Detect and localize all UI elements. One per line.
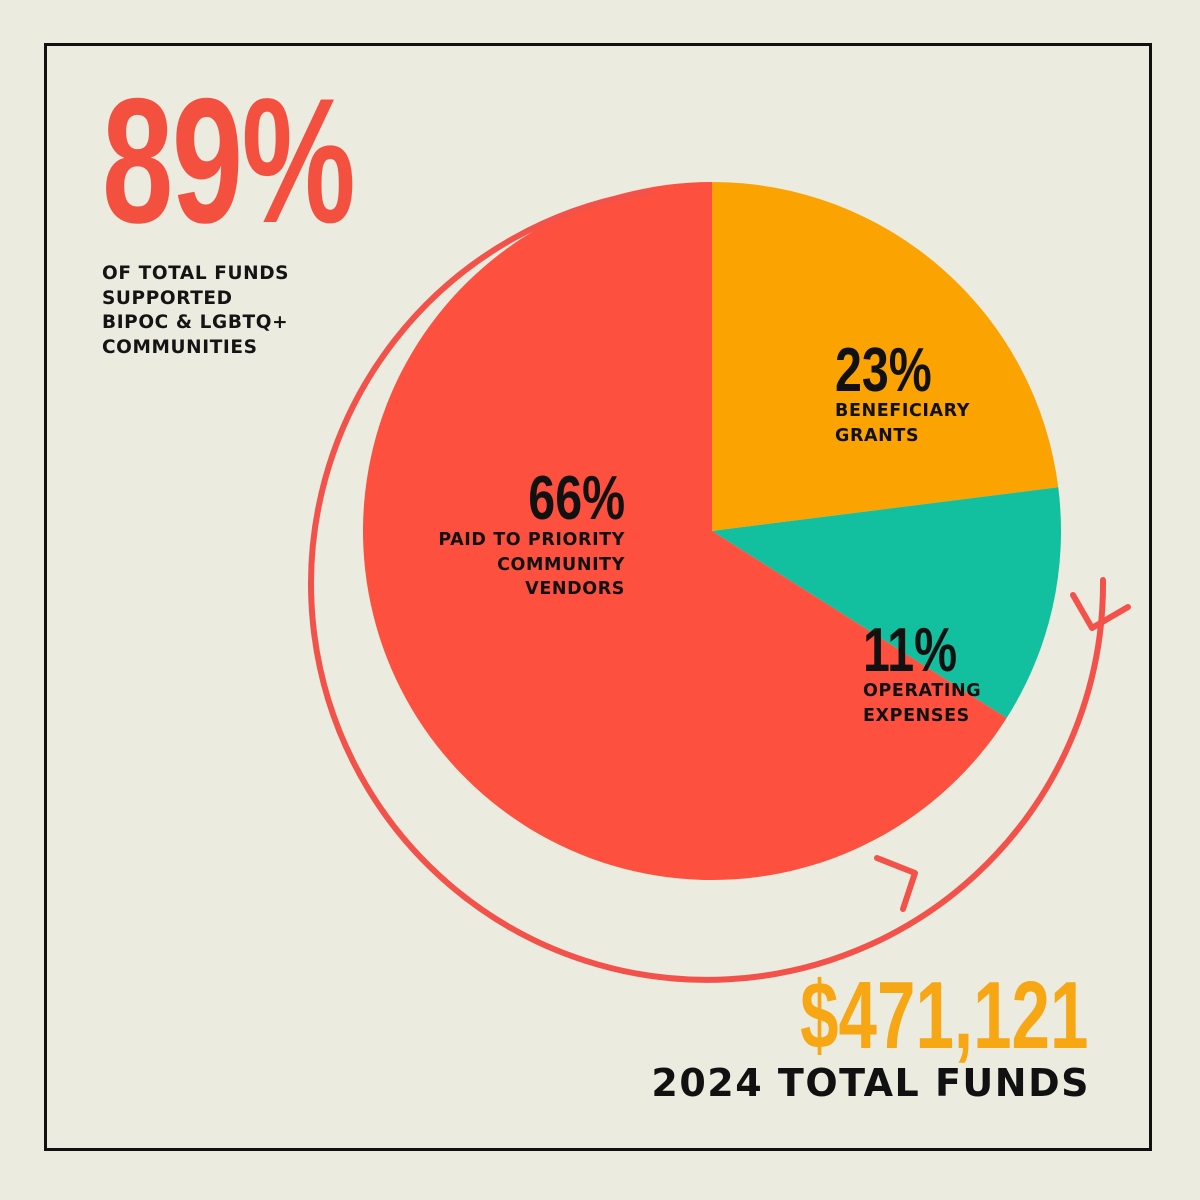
slice-percent-operating: 11% bbox=[863, 616, 958, 685]
slice-label-operating: OPERATING EXPENSES bbox=[863, 679, 981, 728]
headline-percentage: 89% bbox=[102, 61, 356, 260]
headline-caption: OF TOTAL FUNDS SUPPORTED BIPOC & LGBTQ+ … bbox=[102, 262, 289, 360]
pie-slices bbox=[362, 182, 1062, 880]
total-funds-caption: 2024 TOTAL FUNDS bbox=[651, 1061, 1090, 1105]
headline-caption-line: SUPPORTED bbox=[102, 287, 233, 309]
pie-slice-grants bbox=[712, 182, 1059, 531]
headline-caption-line: BIPOC & LGBTQ+ bbox=[102, 312, 289, 333]
slice-label-line: VENDORS bbox=[525, 579, 625, 599]
arrowhead-bottom-icon bbox=[874, 855, 918, 912]
circular-arrow-icon bbox=[308, 189, 1107, 983]
total-funds-value: $471,121 bbox=[799, 962, 1088, 1069]
slice-label-line: OPERATING bbox=[863, 681, 982, 701]
slice-label-grants: BENEFICIARY GRANTS bbox=[835, 399, 970, 448]
slice-label-vendors: PAID TO PRIORITY COMMUNITY VENDORS bbox=[438, 528, 625, 602]
headline-caption-line: COMMUNITIES bbox=[102, 336, 258, 358]
border-frame bbox=[44, 43, 1152, 1151]
pie-slice-operating bbox=[712, 487, 1062, 718]
pie-slice-vendors bbox=[362, 182, 1007, 880]
slice-label-line: COMMUNITY bbox=[497, 554, 625, 575]
slice-label-line: BENEFICIARY bbox=[835, 401, 971, 421]
arrowhead-right-icon bbox=[1070, 592, 1131, 631]
slice-percent-grants: 23% bbox=[835, 336, 932, 405]
slice-label-line: PAID TO PRIORITY bbox=[438, 530, 625, 550]
slice-label-line: EXPENSES bbox=[863, 705, 970, 726]
headline-caption-line: OF TOTAL FUNDS bbox=[102, 263, 290, 284]
slice-percent-vendors: 66% bbox=[528, 464, 625, 533]
slice-label-line: GRANTS bbox=[835, 425, 920, 446]
